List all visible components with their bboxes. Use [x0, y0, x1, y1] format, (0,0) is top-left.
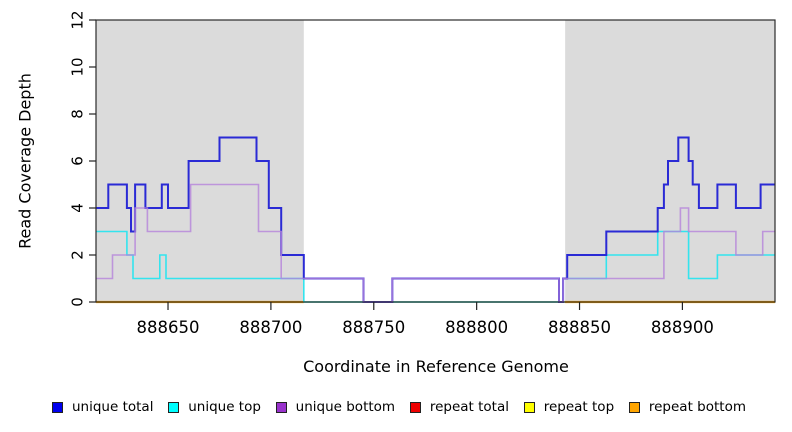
y-tick-label: 6 — [69, 156, 87, 166]
y-tick-label: 2 — [69, 250, 87, 260]
legend-swatch-icon — [409, 401, 421, 413]
legend-item-unique-bottom: unique bottom — [275, 399, 396, 415]
legend-swatch-icon — [168, 401, 180, 413]
legend-label: repeat total — [429, 399, 509, 415]
legend-label: repeat top — [543, 399, 615, 415]
series-unique-bottom — [96, 183, 775, 303]
y-tick-label: 0 — [69, 297, 87, 307]
legend-swatch-icon — [628, 401, 640, 413]
legend-item-unique-total: unique total — [52, 399, 153, 415]
x-tick-label: 888900 — [651, 318, 714, 337]
legend-label: unique total — [72, 399, 154, 415]
y-tick-label: 10 — [69, 57, 87, 76]
legend-label: unique top — [188, 399, 261, 415]
y-tick-label: 8 — [69, 109, 87, 119]
legend-item-repeat-top: repeat top — [523, 399, 615, 415]
x-tick-label: 888650 — [137, 318, 200, 337]
x-tick-label: 888700 — [239, 318, 302, 337]
legend-swatch-icon — [275, 401, 287, 413]
legend: unique total unique top unique bottom repea… — [0, 399, 792, 415]
plot-area: 0 2 4 6 8 10 12 888650 888700 888750 888800 888850 8… — [69, 10, 776, 337]
y-tick-label: 12 — [69, 10, 87, 29]
x-tick-label: 888850 — [548, 318, 611, 337]
y-tick-label: 4 — [69, 203, 87, 213]
x-tick-label: 888750 — [342, 318, 405, 337]
legend-swatch-icon — [52, 401, 63, 413]
legend-label: repeat bottom — [648, 399, 746, 415]
legend-item-unique-top: unique top — [168, 399, 261, 415]
y-axis-label: Read Coverage Depth — [15, 73, 35, 249]
x-tick-label: 888800 — [445, 318, 508, 337]
legend-label: unique bottom — [295, 399, 396, 415]
legend-swatch-icon — [523, 401, 535, 413]
legend-item-repeat-bottom: repeat bottom — [628, 399, 746, 415]
x-axis-label: Coordinate in Reference Genome — [303, 357, 569, 376]
legend-item-repeat-total: repeat total — [409, 399, 509, 415]
